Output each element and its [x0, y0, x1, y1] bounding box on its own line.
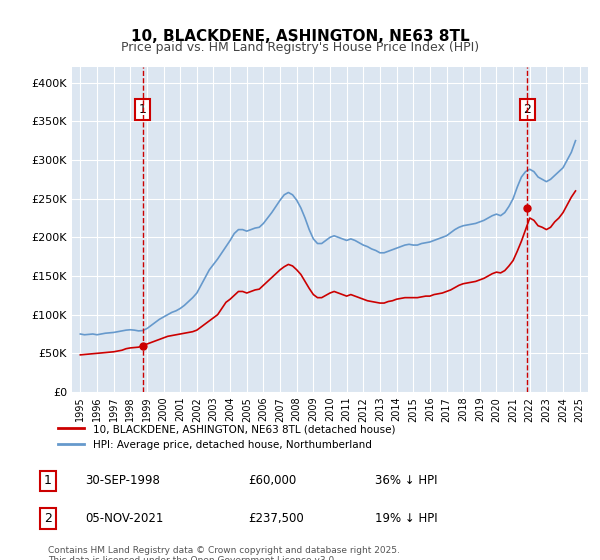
- Text: 10, BLACKDENE, ASHINGTON, NE63 8TL: 10, BLACKDENE, ASHINGTON, NE63 8TL: [131, 29, 469, 44]
- Text: 1: 1: [139, 103, 146, 116]
- Text: 2: 2: [44, 512, 52, 525]
- Text: Contains HM Land Registry data © Crown copyright and database right 2025.
This d: Contains HM Land Registry data © Crown c…: [48, 546, 400, 560]
- Text: 05-NOV-2021: 05-NOV-2021: [85, 512, 163, 525]
- Text: 36% ↓ HPI: 36% ↓ HPI: [376, 474, 438, 487]
- Text: £60,000: £60,000: [248, 474, 297, 487]
- Text: £237,500: £237,500: [248, 512, 304, 525]
- Text: 30-SEP-1998: 30-SEP-1998: [85, 474, 160, 487]
- Text: Price paid vs. HM Land Registry's House Price Index (HPI): Price paid vs. HM Land Registry's House …: [121, 41, 479, 54]
- Text: 1: 1: [44, 474, 52, 487]
- Text: 2: 2: [523, 103, 531, 116]
- Legend: 10, BLACKDENE, ASHINGTON, NE63 8TL (detached house), HPI: Average price, detache: 10, BLACKDENE, ASHINGTON, NE63 8TL (deta…: [53, 419, 401, 455]
- Text: 19% ↓ HPI: 19% ↓ HPI: [376, 512, 438, 525]
